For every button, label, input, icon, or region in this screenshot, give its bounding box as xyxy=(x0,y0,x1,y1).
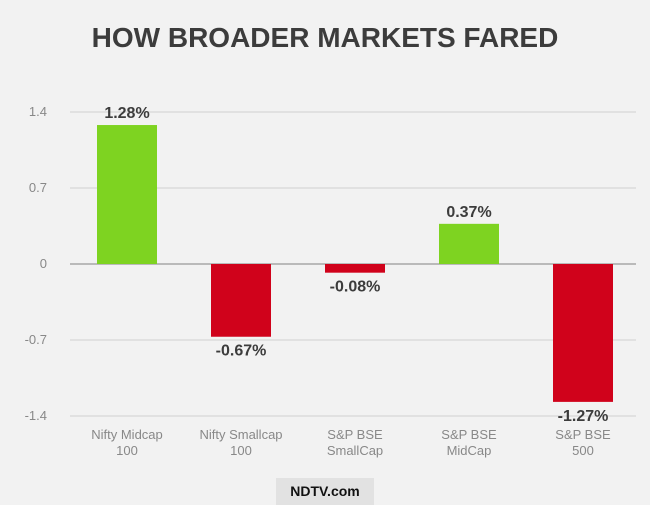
bar xyxy=(97,125,157,265)
y-tick-label: 1.4 xyxy=(29,104,47,119)
x-tick-label: 500 xyxy=(572,443,594,458)
bar xyxy=(325,264,385,273)
y-tick-label: -0.7 xyxy=(25,332,47,347)
bar xyxy=(439,223,499,264)
x-tick-label: 100 xyxy=(230,443,252,458)
chart-title: HOW BROADER MARKETS FARED xyxy=(91,22,559,53)
watermark-text: NDTV.com xyxy=(290,483,360,499)
data-label: 0.37% xyxy=(446,204,491,221)
ndtv-watermark: NDTV.com xyxy=(276,478,374,505)
y-tick-label: 0.7 xyxy=(29,180,47,195)
x-tick-label: Nifty Midcap xyxy=(91,427,163,442)
x-tick-label: SmallCap xyxy=(327,443,383,458)
data-label: -0.08% xyxy=(330,279,381,296)
bar xyxy=(211,264,271,337)
y-tick-label: 0 xyxy=(40,256,47,271)
data-label: -0.67% xyxy=(216,343,267,360)
data-label: 1.28% xyxy=(104,105,149,122)
x-tick-label: S&P BSE xyxy=(441,427,497,442)
x-tick-label: S&P BSE xyxy=(327,427,383,442)
y-tick-label: -1.4 xyxy=(25,408,47,423)
bar xyxy=(553,264,613,402)
data-label: -1.27% xyxy=(558,408,609,425)
x-tick-label: 100 xyxy=(116,443,138,458)
x-tick-label: S&P BSE xyxy=(555,427,611,442)
x-tick-label: MidCap xyxy=(447,443,492,458)
x-tick-label: Nifty Smallcap xyxy=(199,427,282,442)
